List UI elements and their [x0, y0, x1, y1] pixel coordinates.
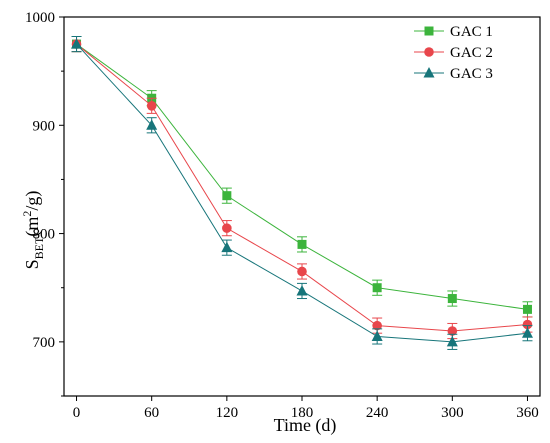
y-label-rest: (m — [22, 217, 43, 237]
data-point — [371, 330, 383, 341]
x-tick-label: 300 — [441, 405, 464, 421]
legend-item: GAC 1 — [414, 24, 493, 40]
data-point — [372, 283, 382, 293]
y-label-end: /g) — [22, 191, 43, 211]
data-point — [446, 335, 458, 347]
legend: GAC 1 GAC 2 GAC 3 — [414, 24, 493, 82]
data-point — [222, 223, 232, 233]
legend-marker — [423, 67, 435, 78]
data-point — [222, 191, 232, 201]
y-tick-label: 700 — [33, 335, 56, 351]
series-3 — [71, 35, 533, 350]
legend-label: GAC 3 — [450, 66, 493, 82]
legend-item: GAC 3 — [414, 66, 493, 82]
data-point — [221, 241, 233, 253]
legend-label: GAC 1 — [450, 24, 493, 40]
data-point — [297, 266, 307, 277]
data-point — [71, 38, 83, 49]
y-label-sub: BET — [32, 236, 46, 259]
legend-label: GAC 2 — [450, 45, 493, 61]
y-tick-label: 900 — [33, 118, 56, 134]
data-point — [447, 326, 458, 336]
y-tick-label: 1000 — [25, 10, 55, 26]
y-label-sup: 2 — [20, 211, 34, 217]
legend-marker — [424, 26, 434, 36]
x-tick-label: 180 — [291, 405, 314, 421]
x-tick-label: 240 — [366, 405, 389, 421]
y-axis-label: SBET(m2/g) — [20, 191, 46, 270]
data-point — [447, 294, 457, 304]
y-label-main: S — [22, 259, 42, 269]
series-layer — [71, 35, 533, 350]
x-axis: 0 60 120 180 240 300 360 — [73, 396, 539, 421]
data-point — [297, 239, 307, 249]
data-point — [522, 319, 533, 330]
y-axis: 700 800 900 1000 — [25, 10, 64, 397]
x-tick-label: 120 — [216, 405, 239, 421]
data-point — [146, 100, 157, 111]
legend-item: GAC 2 — [414, 45, 493, 61]
x-axis-label: Time (d) — [274, 415, 337, 436]
data-point — [521, 327, 533, 338]
data-point — [146, 119, 158, 130]
data-point — [372, 320, 382, 331]
x-tick-label: 0 — [73, 405, 81, 421]
data-point — [296, 284, 308, 296]
x-tick-label: 60 — [144, 405, 159, 421]
x-tick-label: 360 — [516, 405, 539, 421]
y-tick-label: 800 — [33, 227, 56, 243]
legend-marker — [424, 47, 434, 57]
data-point — [522, 304, 532, 314]
